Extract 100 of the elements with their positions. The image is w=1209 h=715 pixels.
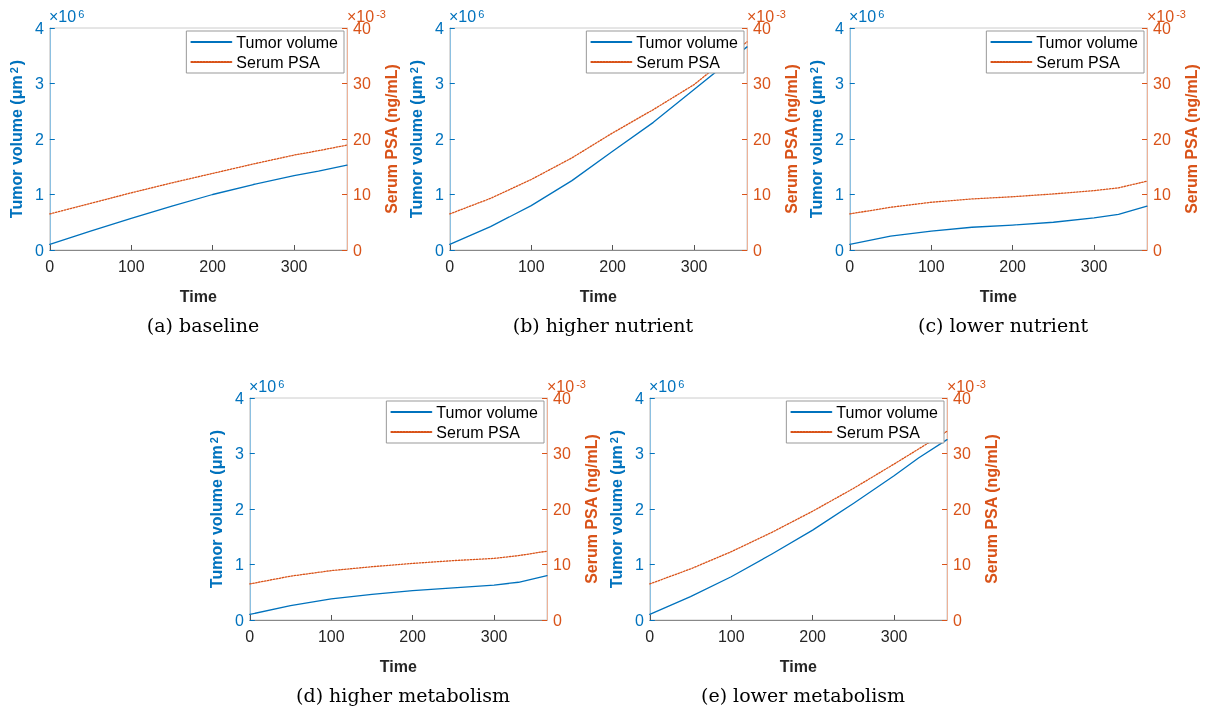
y-tick-label: 0: [834, 241, 844, 259]
x-tick-label: 300: [480, 627, 508, 645]
y-tick-label: 3: [234, 445, 244, 462]
legend-label: Serum PSA: [636, 53, 721, 71]
y2-tick-label: 30: [753, 75, 771, 92]
y2-tick-label: 30: [1153, 75, 1171, 92]
y-tick-label: 1: [234, 556, 244, 573]
y2-tick-label: 10: [553, 556, 571, 573]
y-tick-label: 3: [434, 75, 444, 92]
y-tick-label: 1: [634, 556, 644, 573]
y2-tick-label: 10: [1153, 186, 1171, 203]
y2-axis-title: Serum PSA (ng/mL): [1182, 64, 1200, 214]
text: (a) baseline: [146, 313, 260, 336]
y-tick-label: 4: [634, 389, 644, 407]
x-tick-label: 300: [680, 257, 708, 275]
legend-label: Tumor volume: [436, 403, 539, 421]
line-series: [49, 144, 348, 215]
y-tick-label: 0: [434, 241, 444, 259]
x-tick-label: 100: [117, 257, 145, 275]
y2-tick-label: 0: [953, 611, 962, 629]
y-axis-title: Tumor volume (μm2): [807, 59, 825, 219]
y2-axis-title: Serum PSA (ng/mL): [582, 434, 600, 584]
y2-tick-label: 0: [1153, 241, 1162, 259]
y-tick-label: 3: [34, 75, 44, 92]
y2-tick-label: 20: [753, 130, 771, 148]
y-tick-label: 2: [234, 500, 244, 518]
y2-tick-label: 30: [953, 445, 971, 462]
y2-tick-label: 30: [353, 75, 371, 92]
x-axis-title: Time: [379, 657, 418, 675]
legend-label: Tumor volume: [236, 33, 339, 51]
x-tick-label: 0: [445, 257, 455, 275]
x-tick-label: 0: [245, 627, 255, 645]
text: (b) higher nutrient: [512, 313, 694, 336]
legend-label: Serum PSA: [1036, 53, 1121, 71]
x-axis-title: Time: [579, 287, 618, 305]
line-series: [249, 574, 548, 616]
line-series: [849, 205, 1148, 246]
y-tick-label: 0: [34, 241, 44, 259]
y-tick-label: 4: [34, 19, 44, 37]
y2-tick-label: 10: [953, 556, 971, 573]
y-tick-label: 0: [634, 611, 644, 629]
y-tick-label: 4: [234, 389, 244, 407]
x-tick-label: 100: [317, 627, 345, 645]
y-tick-label: 2: [834, 130, 844, 148]
y-tick-label: 4: [434, 19, 444, 37]
y2-tick-label: 30: [553, 445, 571, 462]
x-tick-label: 0: [645, 627, 655, 645]
line-series: [649, 438, 948, 616]
y2-tick-label: 20: [953, 500, 971, 518]
x-axis-title: Time: [779, 657, 818, 675]
y2-axis-title: Serum PSA (ng/mL): [982, 434, 1000, 584]
y2-tick-label: 10: [353, 186, 371, 203]
y-tick-label: 3: [634, 445, 644, 462]
x-axis-title: Time: [979, 287, 1018, 305]
x-tick-label: 300: [880, 627, 908, 645]
y-axis-title: Tumor volume (μm2): [207, 429, 225, 589]
text: (c) lower nutrient: [917, 313, 1089, 336]
legend-label: Serum PSA: [836, 423, 921, 441]
y2-tick-label: 20: [553, 500, 571, 518]
x-tick-label: 200: [199, 257, 227, 275]
y2-tick-label: 20: [353, 130, 371, 148]
x-tick-label: 200: [399, 627, 427, 645]
x-tick-label: 200: [799, 627, 827, 645]
legend-label: Serum PSA: [436, 423, 521, 441]
y2-tick-label: 20: [1153, 130, 1171, 148]
x-tick-label: 0: [845, 257, 855, 275]
y-tick-label: 2: [34, 130, 44, 148]
y-tick-label: 0: [234, 611, 244, 629]
y-tick-label: 3: [834, 75, 844, 92]
y-tick-label: 1: [34, 186, 44, 203]
legend-label: Tumor volume: [1036, 33, 1139, 51]
y2-tick-label: 10: [753, 186, 771, 203]
x-tick-label: 100: [917, 257, 945, 275]
legend-label: Serum PSA: [236, 53, 321, 71]
y-tick-label: 1: [834, 186, 844, 203]
x-tick-label: 300: [280, 257, 308, 275]
x-tick-label: 100: [717, 627, 745, 645]
y-axis-title: Tumor volume (μm2): [607, 429, 625, 589]
x-tick-label: 200: [999, 257, 1027, 275]
line-series: [449, 46, 748, 246]
y-tick-label: 2: [434, 130, 444, 148]
line-series: [249, 550, 548, 585]
y2-tick-label: 0: [753, 241, 762, 259]
y-axis-title: Tumor volume (μm2): [7, 59, 25, 219]
line-series: [849, 180, 1148, 215]
x-tick-label: 200: [599, 257, 627, 275]
y-tick-label: 1: [434, 186, 444, 203]
line-series: [49, 164, 348, 246]
text: (e) lower metabolism: [701, 683, 905, 706]
y2-axis-title: Serum PSA (ng/mL): [782, 64, 800, 214]
legend-label: Tumor volume: [836, 403, 939, 421]
y-tick-label: 2: [634, 500, 644, 518]
y2-tick-label: 0: [353, 241, 362, 259]
y2-tick-label: 0: [553, 611, 562, 629]
legend-label: Tumor volume: [636, 33, 739, 51]
x-tick-label: 0: [45, 257, 55, 275]
y-axis-title: Tumor volume (μm2): [407, 59, 425, 219]
x-tick-label: 100: [517, 257, 545, 275]
y2-axis-title: Serum PSA (ng/mL): [382, 64, 400, 214]
y-tick-label: 4: [834, 19, 844, 37]
